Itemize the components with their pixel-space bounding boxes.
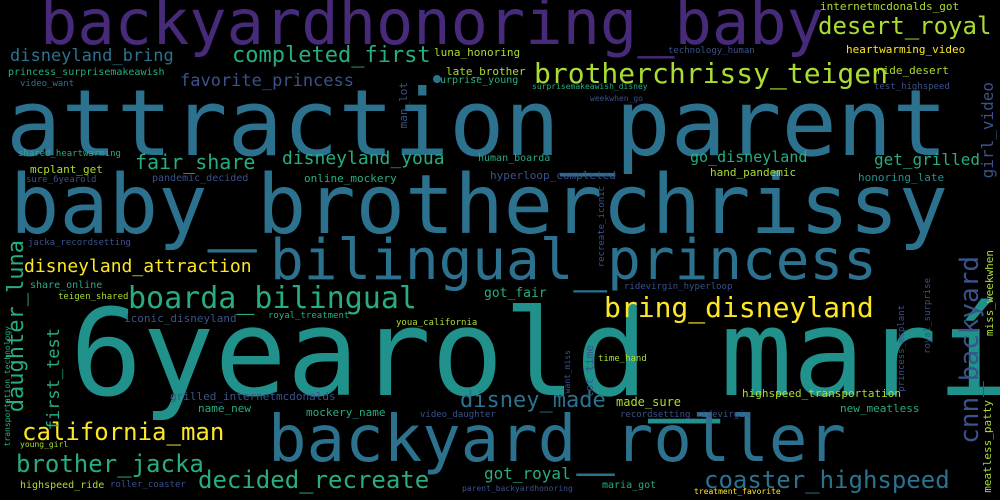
word-princess-mcplant: princess_mcplant [897, 305, 907, 392]
word-6yearold-maria: 6yearold_maría [70, 285, 1000, 424]
word-favorite-princess: favorite_princess [180, 71, 354, 91]
word-iconic-disneyland: iconic_disneyland [124, 312, 237, 325]
word-luna-honoring: luna_honoring [434, 46, 521, 59]
word-grilled-internetmcdonalds: grilled_internetmcdonalds [170, 390, 336, 403]
word-surprise-young: surprise_young [434, 75, 519, 86]
word-meatless-patty: meatless_patty [981, 400, 994, 493]
word-internetmcdonalds-got: internetmcdonalds_got [820, 0, 960, 13]
word-cnn-backyard: cnn_backyard [955, 256, 985, 444]
word-share-online: share_online [30, 280, 103, 291]
dot-mark [433, 75, 441, 83]
word-highspeed-transportation: highspeed_transportation [742, 387, 901, 400]
word-decided-recreate: decided_recreate [198, 466, 430, 494]
word-girl-video: girl_video [978, 82, 997, 179]
word-test-highspeed: test_highspeed [874, 82, 950, 92]
word-brother-jacka: brother_jacka [16, 450, 204, 478]
word-miss-weekwhen: miss_weekwhen [983, 250, 996, 337]
word-video-want: video_want [20, 79, 75, 89]
word-disneyland-youa: disneyland_youa [282, 148, 445, 169]
word-hyperloop-completed: hyperloop_completed [490, 169, 616, 182]
word-disneyland-bring: disneyland_bring [10, 46, 174, 66]
word-hand-pandemic: hand_pandemic [710, 166, 797, 179]
word-youa-california: youa_california [396, 318, 478, 328]
word-disney-made: disney_made [460, 388, 606, 413]
word-disneyland-attraction: disneyland_attraction [24, 256, 252, 277]
word-got-fair: got_fair [484, 286, 547, 301]
word-sure-6yearold: sure_6yearold [26, 175, 97, 185]
word-bring-disneyland: bring_disneyland [604, 291, 874, 324]
word-want-miss: want_miss [563, 350, 572, 394]
word-recordsetting-ridevirgin: recordsetting_ridevirgin [620, 410, 751, 420]
word-honoring-late: honoring_late [858, 171, 945, 184]
word-completed-first: completed_first [232, 43, 431, 68]
word-young-girl: young_girl [20, 440, 69, 449]
word-brotherchrissy-teigen: brotherchrissy_teigen [534, 57, 889, 90]
word-go-disneyland: go_disneyland [690, 148, 808, 166]
word-maria-got: maria_got [602, 480, 657, 491]
word-human-boarda: human_boarda [478, 153, 551, 164]
word-ride-desert: ride_desert [876, 64, 949, 77]
word-first-test: first_test [44, 328, 64, 431]
word-surprisemakeawish-disney: surprisemakeawish_disney [532, 82, 648, 91]
word-coaster-highspeed: coaster_highspeed [704, 466, 950, 494]
word-fair-share: fair_share [135, 150, 256, 174]
word-ridevirgin-hyperloop: ridevirgin_hyperloop [624, 282, 733, 292]
word-princess-surprisemakeawish: princess_surprisemakeawish [8, 67, 165, 78]
word-royal-treatment: royal_treatment [268, 311, 350, 321]
word-weekwhen-go: weekwhen_go [590, 94, 643, 103]
word-attraction-parent: attraction_parent [6, 70, 948, 177]
word-pandemic-decided: pandemic_decided [152, 173, 249, 184]
word-get-grilled: get_grilled [874, 150, 980, 169]
word-man-lot: man_lot [397, 82, 410, 129]
word-roller-coaster: roller_coaster [110, 480, 186, 490]
word-technology-human: technology_human [668, 46, 755, 56]
word-treatment-favorite: treatment_favorite [694, 487, 781, 496]
word-mcplant-get: mcplant_get [30, 163, 103, 176]
word-parent-backyardhonoring: parent_backyardhonoring [462, 484, 573, 493]
word-backyard-roller: backyard_roller [268, 403, 846, 477]
word-lot-time: lot_time [583, 345, 596, 398]
word-time-hand: time_hand [598, 354, 647, 364]
word-baby-brotherchrissy: baby_brotherchrissy [10, 158, 948, 253]
word-online-mockery: online_mockery [304, 172, 397, 185]
word-teigen-shared: teigen_shared [58, 292, 129, 302]
word-highspeed-ride: highspeed_ride [20, 480, 105, 491]
word-got-royal: got_royal [484, 464, 571, 483]
word-royal-surprise: royal_surprise [923, 278, 933, 354]
word-backyardhonoring-baby: backyardhonoring_baby [40, 0, 824, 59]
word-boarda-bilingual: boarda_bilingual [128, 281, 417, 316]
word-video-daughter: video_daughter [420, 410, 496, 420]
word-california-man: california_man [22, 418, 225, 446]
word-shared-heartwarming: shared_heartwarming [18, 149, 121, 159]
word-bilingual-princess: bilingual_princess [270, 228, 877, 293]
word-heartwarming-video: heartwarming_video [846, 43, 966, 56]
word-mockery-name: mockery_name [306, 406, 386, 419]
word-new-meatless: new_meatless [840, 402, 920, 415]
word-name-new: name_new [198, 402, 251, 415]
word-desert-royal: desert_royal [818, 12, 992, 40]
word-jacka-recordsetting: jacka_recordsetting [28, 238, 131, 248]
word-recreate-iconic: recreate_iconic [597, 186, 607, 268]
word-made-sure: made_sure [616, 395, 682, 409]
word-late-brother: late_brother [446, 65, 526, 78]
word-transportation-technology: transportation_technology [3, 326, 12, 447]
